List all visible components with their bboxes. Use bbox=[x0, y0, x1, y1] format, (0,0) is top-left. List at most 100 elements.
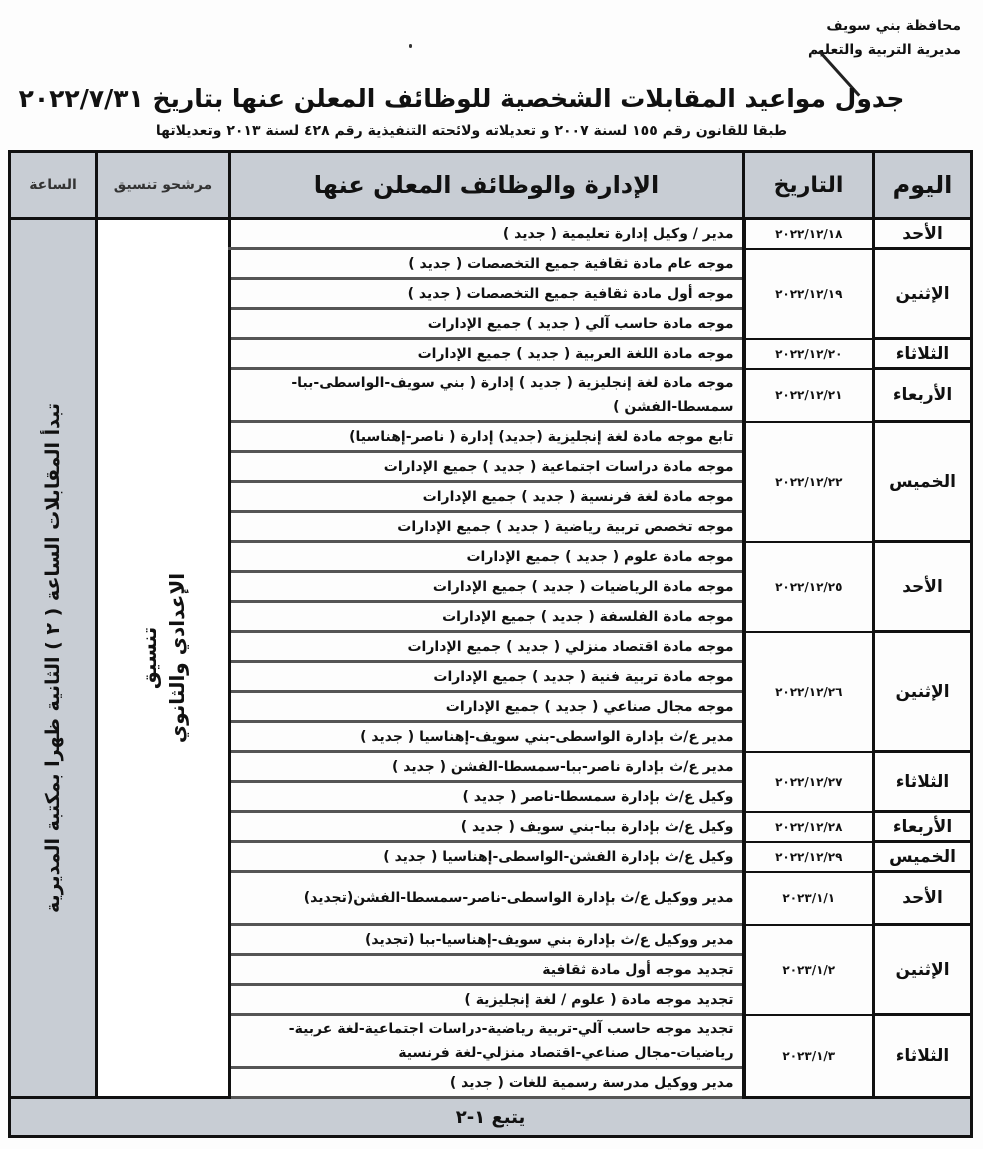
day-cell: الثلاثاء bbox=[872, 337, 973, 370]
date-cell: ٢٠٢٢/١٢/١٩ bbox=[741, 247, 875, 340]
column-header-coord: مرشحو تنسيق bbox=[95, 150, 231, 220]
job-cell: موجه مادة حاسب آلي ( جديد ) جميع الإدارا… bbox=[228, 307, 745, 340]
table-row: الثلاثاء ٢٠٢٢/١٢/٢٧ مدير ع/ث بإدارة ناصر-ب… bbox=[10, 750, 973, 813]
date-cell: ٢٠٢٢/١٢/٢٨ bbox=[741, 810, 875, 843]
day-cell: الثلاثاء bbox=[872, 750, 973, 813]
table-row: موجه مادة الفلسفة ( جديد ) جميع الإدارات bbox=[10, 600, 972, 633]
day-cell: الأربعاء bbox=[872, 367, 973, 423]
day-cell: الخميس bbox=[872, 840, 973, 873]
organization-header: محافظة بني سويف مديرية التربية والتعليم bbox=[808, 14, 961, 62]
interview-schedule-table: اليوم التاريخ الإدارة والوظائف المعلن عن… bbox=[8, 150, 973, 1138]
date-cell: ٢٠٢٢/١٢/٢٢ bbox=[741, 420, 875, 543]
table-row: الإثنين ٢٠٢٢/١٢/١٩ موجه عام مادة ثقافية جم… bbox=[10, 247, 973, 340]
directorate-name: مديرية التربية والتعليم bbox=[808, 42, 961, 58]
day-cell: الإثنين bbox=[872, 630, 973, 753]
table-row: الإثنين ٢٠٢٣/١/٢ مدير ووكيل ع/ث بإدارة بني… bbox=[10, 923, 973, 1016]
table-row: موجه مادة الرياضيات ( جديد ) جميع الإدار… bbox=[10, 570, 972, 603]
table-row: الأحد ٢٠٢٢/١٢/٢٥ موجه مادة علوم ( جديد ) ج… bbox=[10, 540, 973, 633]
date-cell: ٢٠٢٣/١/٣ bbox=[741, 1013, 875, 1099]
day-cell: الثلاثاء bbox=[872, 1013, 973, 1099]
table-row: تجديد موجه مادة ( علوم / لغة إنجليزية ) bbox=[10, 983, 972, 1016]
coordination-text: تنسيق الإعدادي والثانوي bbox=[135, 573, 191, 743]
table-row: وكيل ع/ث بإدارة سمسطا-ناصر ( جديد ) bbox=[10, 780, 972, 813]
day-cell: الأحد bbox=[872, 540, 973, 633]
footer-row: يتبع ١-٢ bbox=[8, 1096, 973, 1138]
day-cell: الأحد bbox=[872, 870, 973, 926]
table-row: مدير ع/ث بإدارة الواسطى-بني سويف-إهناسيا… bbox=[10, 720, 972, 753]
date-cell: ٢٠٢٢/١٢/٢١ bbox=[741, 367, 875, 423]
table-row: الخميس ٢٠٢٢/١٢/٢٩ وكيل ع/ث بإدارة الفشن-ال… bbox=[10, 840, 973, 873]
job-cell: موجه مادة اقتصاد منزلي ( جديد ) جميع الإ… bbox=[228, 630, 745, 663]
table-row: موجه مادة لغة فرنسية ( جديد ) جميع الإدا… bbox=[10, 480, 972, 513]
table-row: موجه مادة دراسات اجتماعية ( جديد ) جميع … bbox=[10, 450, 972, 483]
day-cell: الخميس bbox=[872, 420, 973, 543]
table-row: الثلاثاء ٢٠٢٣/١/٣ تجديد موجه حاسب آلي-تربي… bbox=[10, 1013, 973, 1099]
table-row: الخميس ٢٠٢٢/١٢/٢٢ تابع موجه مادة لغة إنجلي… bbox=[10, 420, 973, 543]
job-cell: وكيل ع/ث بإدارة سمسطا-ناصر ( جديد ) bbox=[228, 780, 745, 813]
job-cell: مدير ووكيل ع/ث بإدارة الواسطى-ناصر-سمسطا… bbox=[228, 870, 745, 926]
job-cell: موجه مادة لغة فرنسية ( جديد ) جميع الإدا… bbox=[228, 480, 745, 513]
table-header-row: اليوم التاريخ الإدارة والوظائف المعلن عن… bbox=[8, 150, 973, 220]
table-row: الإثنين ٢٠٢٢/١٢/٢٦ موجه مادة اقتصاد منزلي … bbox=[10, 630, 973, 753]
table-row: الأحد ٢٠٢٣/١/١ مدير ووكيل ع/ث بإدارة الواس… bbox=[10, 870, 973, 926]
day-cell: الأربعاء bbox=[872, 810, 973, 843]
date-cell: ٢٠٢٢/١٢/٢٠ bbox=[741, 337, 875, 370]
date-cell: ٢٠٢٣/١/٢ bbox=[741, 923, 875, 1016]
job-cell: وكيل ع/ث بإدارة ببا-بني سويف ( جديد ) bbox=[228, 810, 745, 843]
governorate-name: محافظة بني سويف bbox=[826, 18, 961, 34]
day-cell: الإثنين bbox=[872, 247, 973, 340]
job-cell: موجه عام مادة ثقافية جميع التخصصات ( جدي… bbox=[228, 247, 745, 280]
date-cell: ٢٠٢٢/١٢/٢٥ bbox=[741, 540, 875, 633]
job-cell: وكيل ع/ث بإدارة الفشن-الواسطى-إهناسيا ( … bbox=[228, 840, 745, 873]
job-cell: موجه مجال صناعي ( جديد ) جميع الإدارات bbox=[228, 690, 745, 723]
job-cell: تجديد موجه حاسب آلي-تربية رياضية-دراسات … bbox=[228, 1013, 745, 1069]
job-cell: تابع موجه مادة لغة إنجليزية (جديد) إدارة… bbox=[228, 420, 745, 453]
hour-cell: تبدأ المقابلات الساعة ( ٢ ) الثانية ظهرا… bbox=[8, 217, 98, 1099]
table-row: موجه تخصص تربية رياضية ( جديد ) جميع الإ… bbox=[10, 510, 972, 543]
date-cell: ٢٠٢٢/١٢/٢٦ bbox=[741, 630, 875, 753]
job-cell: مدير ع/ث بإدارة الواسطى-بني سويف-إهناسيا… bbox=[228, 720, 745, 753]
job-cell: موجه أول مادة ثقافية جميع التخصصات ( جدي… bbox=[228, 277, 745, 310]
page-subtitle: طبقا للقانون رقم ١٥٥ لسنة ٢٠٠٧ و تعديلات… bbox=[155, 123, 788, 139]
date-cell: ٢٠٢٢/١٢/٢٧ bbox=[741, 750, 875, 813]
scan-speck bbox=[409, 44, 412, 48]
date-cell: ٢٠٢٢/١٢/٢٩ bbox=[741, 840, 875, 873]
table-row: تجديد موجه أول مادة ثقافية bbox=[10, 953, 972, 986]
table-row: مدير ووكيل مدرسة رسمية للغات ( جديد ) bbox=[10, 1066, 972, 1099]
job-cell: مدير ووكيل مدرسة رسمية للغات ( جديد ) bbox=[228, 1066, 745, 1099]
job-cell: موجه تخصص تربية رياضية ( جديد ) جميع الإ… bbox=[228, 510, 745, 543]
job-cell: مدير ووكيل ع/ث بإدارة بني سويف-إهناسيا-ب… bbox=[228, 923, 745, 956]
table-row: موجه مادة تربية فنية ( جديد ) جميع الإدا… bbox=[10, 660, 972, 693]
job-cell: موجه مادة الرياضيات ( جديد ) جميع الإدار… bbox=[228, 570, 745, 603]
coordination-line-1: تنسيق bbox=[137, 626, 161, 690]
table-row: الثلاثاء ٢٠٢٢/١٢/٢٠ موجه مادة اللغة العربي… bbox=[10, 337, 973, 370]
job-cell: تجديد موجه أول مادة ثقافية bbox=[228, 953, 745, 986]
column-header-date: التاريخ bbox=[742, 150, 875, 220]
hour-text: تبدأ المقابلات الساعة ( ٢ ) الثانية ظهرا… bbox=[42, 403, 64, 913]
column-header-jobs: الإدارة والوظائف المعلن عنها bbox=[228, 150, 745, 220]
day-cell: الأحد bbox=[872, 217, 973, 250]
job-cell: موجه مادة تربية فنية ( جديد ) جميع الإدا… bbox=[228, 660, 745, 693]
table-row: موجه مجال صناعي ( جديد ) جميع الإدارات bbox=[10, 690, 972, 723]
day-cell: الإثنين bbox=[872, 923, 973, 1016]
continued-note: يتبع ١-٢ bbox=[8, 1096, 973, 1138]
job-cell: موجه مادة دراسات اجتماعية ( جديد ) جميع … bbox=[228, 450, 745, 483]
table-row: موجه مادة حاسب آلي ( جديد ) جميع الإدارا… bbox=[10, 307, 972, 340]
table-row: الأحد ٢٠٢٢/١٢/١٨ مدير / وكيل إدارة تعليمية… bbox=[8, 217, 973, 1099]
job-cell: مدير ع/ث بإدارة ناصر-ببا-سمسطا-الفشن ( ج… bbox=[228, 750, 745, 783]
date-cell: ٢٠٢٣/١/١ bbox=[741, 870, 875, 926]
job-cell: مدير / وكيل إدارة تعليمية ( جديد ) bbox=[228, 217, 745, 250]
page-title: جدول مواعيد المقابلات الشخصية للوظائف ال… bbox=[18, 84, 905, 113]
job-cell: موجه مادة لغة إنجليزية ( جديد ) إدارة ( … bbox=[228, 367, 745, 423]
job-cell: موجه مادة علوم ( جديد ) جميع الإدارات bbox=[228, 540, 745, 573]
job-cell: موجه مادة الفلسفة ( جديد ) جميع الإدارات bbox=[228, 600, 745, 633]
table-row: الأربعاء ٢٠٢٢/١٢/٢١ موجه مادة لغة إنجليزية… bbox=[10, 367, 973, 423]
table-row: موجه أول مادة ثقافية جميع التخصصات ( جدي… bbox=[10, 277, 972, 310]
table-row: الأربعاء ٢٠٢٢/١٢/٢٨ وكيل ع/ث بإدارة ببا-بن… bbox=[10, 810, 973, 843]
job-cell: تجديد موجه مادة ( علوم / لغة إنجليزية ) bbox=[228, 983, 745, 1016]
coordination-line-2: الإعدادي والثانوي bbox=[165, 572, 189, 744]
column-header-hour: الساعة bbox=[8, 150, 98, 220]
column-header-day: اليوم bbox=[872, 150, 973, 220]
coordination-cell: تنسيق الإعدادي والثانوي bbox=[95, 217, 231, 1099]
date-cell: ٢٠٢٢/١٢/١٨ bbox=[741, 217, 875, 250]
